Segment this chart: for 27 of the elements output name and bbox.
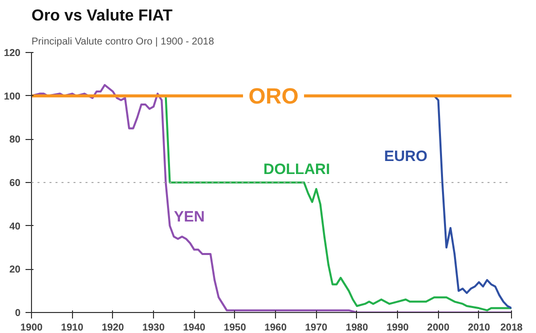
x-tick-label: 1910	[61, 322, 84, 333]
x-tick-label: 1900	[20, 322, 44, 333]
x-tick-label: 1950	[224, 322, 246, 333]
y-tick-label: 120	[4, 48, 21, 59]
series-label: ORO	[248, 83, 299, 108]
x-tick-label: 1980	[346, 322, 368, 333]
x-tick-label: 2018	[500, 322, 524, 333]
x-tick-label: 2000	[427, 322, 450, 333]
series-label: DOLLARI	[263, 161, 330, 178]
chart-subtitle: Principali Valute contro Oro | 1900 - 2018	[32, 36, 214, 48]
y-tick-label: 100	[4, 91, 21, 102]
x-tick-label: 2010	[468, 322, 491, 333]
x-tick-label: 1960	[264, 322, 288, 333]
x-tick-label: 1970	[305, 322, 328, 333]
y-tick-label: 0	[14, 308, 21, 319]
series-label: YEN	[174, 208, 205, 226]
chart-title: Oro vs Valute FIAT	[32, 8, 173, 24]
series-label: EURO	[384, 148, 428, 165]
x-tick-label: 1930	[142, 322, 166, 333]
y-tick-label: 20	[9, 264, 21, 276]
y-tick-label: 80	[9, 134, 21, 146]
x-tick-label: 1940	[183, 322, 206, 333]
line-series	[433, 94, 512, 310]
y-tick-label: 40	[9, 221, 21, 232]
x-tick-label: 1920	[102, 322, 124, 333]
y-tick-label: 60	[9, 178, 21, 189]
x-tick-label: 1990	[386, 322, 410, 333]
